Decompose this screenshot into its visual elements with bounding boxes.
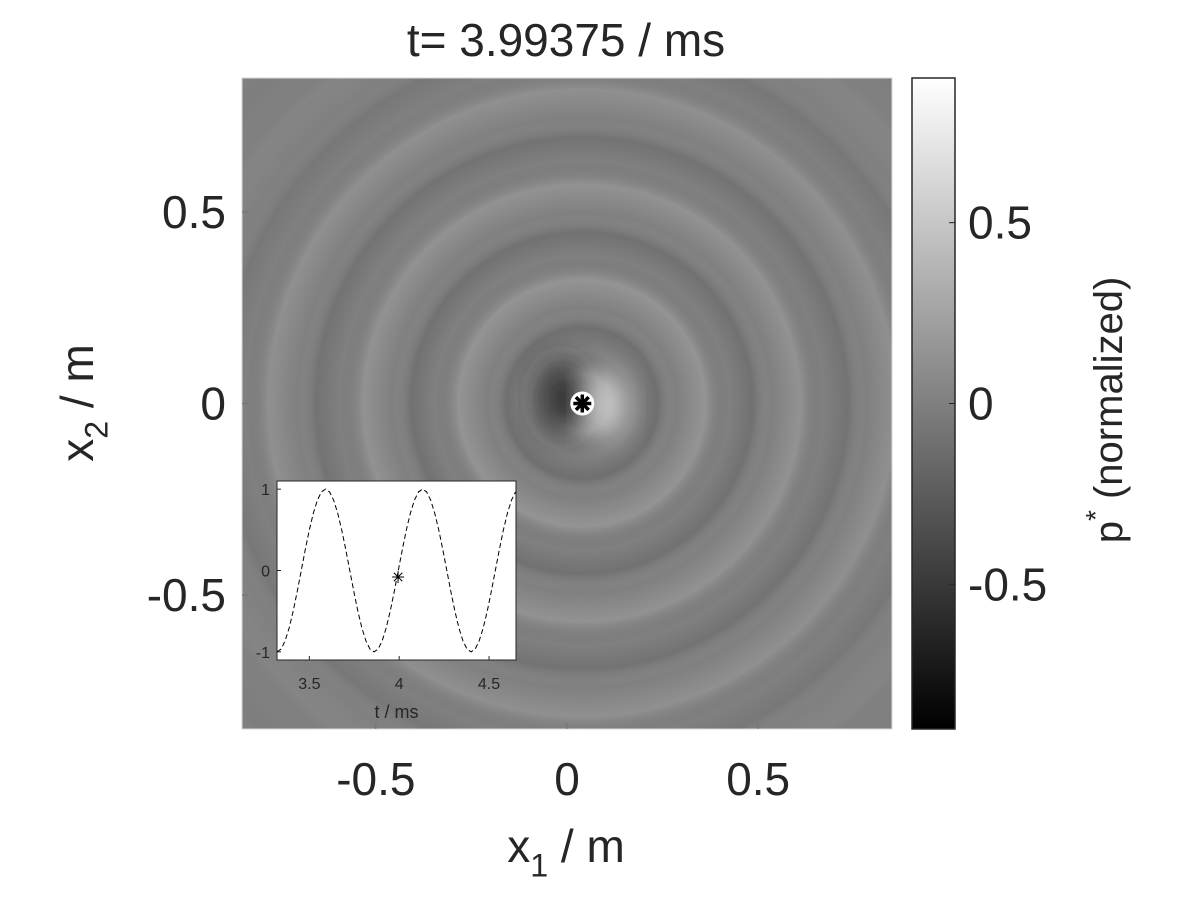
colorbar [911, 77, 956, 730]
inset-y-tick-label: 1 [261, 482, 270, 499]
x-axis-label-rest: / m [548, 820, 625, 872]
inset-x-tick-label: 4.5 [478, 676, 500, 693]
inset-x-tick-label: 4 [395, 676, 404, 693]
colorbar-label-rest: (normalized) [1087, 277, 1131, 510]
y-tick-label: 0.5 [162, 186, 226, 238]
y-axis-label-rest: / m [51, 344, 103, 421]
inset-x-axis-label: t / ms [375, 702, 419, 722]
inset-line [276, 488, 516, 653]
field-high [586, 373, 626, 437]
y-tick-label: -0.5 [147, 569, 226, 621]
x-tick-label: 0.5 [726, 753, 790, 805]
y-tick-label: 0 [200, 378, 226, 430]
field-low [540, 362, 584, 434]
x-axis-label-base: x [507, 820, 530, 872]
x-tick-label: 0 [554, 753, 580, 805]
x-axis-label-sub: 1 [530, 848, 548, 884]
inset-box [276, 480, 517, 661]
source-stroke [574, 395, 590, 412]
inset-y-tick-label: 0 [261, 564, 270, 581]
source-marker [570, 391, 595, 416]
x-axis-label: x1 / m [507, 820, 625, 884]
y-axis-label-sub: 2 [79, 421, 115, 439]
y-axis-label: x2 / m [51, 344, 115, 462]
inset-x-tick-label: 3.5 [298, 676, 320, 693]
inset-marker-stroke [393, 572, 403, 582]
colorbar-label-sup: * [1080, 510, 1111, 521]
inset-y-tick-label: -1 [256, 645, 270, 662]
colorbar-tick-label: 0 [968, 378, 994, 430]
colorbar-tick-label: 0.5 [968, 197, 1032, 249]
pressure-field [242, 78, 892, 729]
colorbar-label-base: p [1087, 521, 1131, 543]
colorbar-label: p* (normalized) [1080, 277, 1131, 544]
colorbar-tick-label: -0.5 [968, 558, 1047, 610]
x-tick-label: -0.5 [336, 753, 415, 805]
chart-title: t= 3.99375 / ms [407, 14, 725, 66]
inset-marker [392, 571, 405, 584]
y-axis-label-base: x [51, 439, 103, 462]
